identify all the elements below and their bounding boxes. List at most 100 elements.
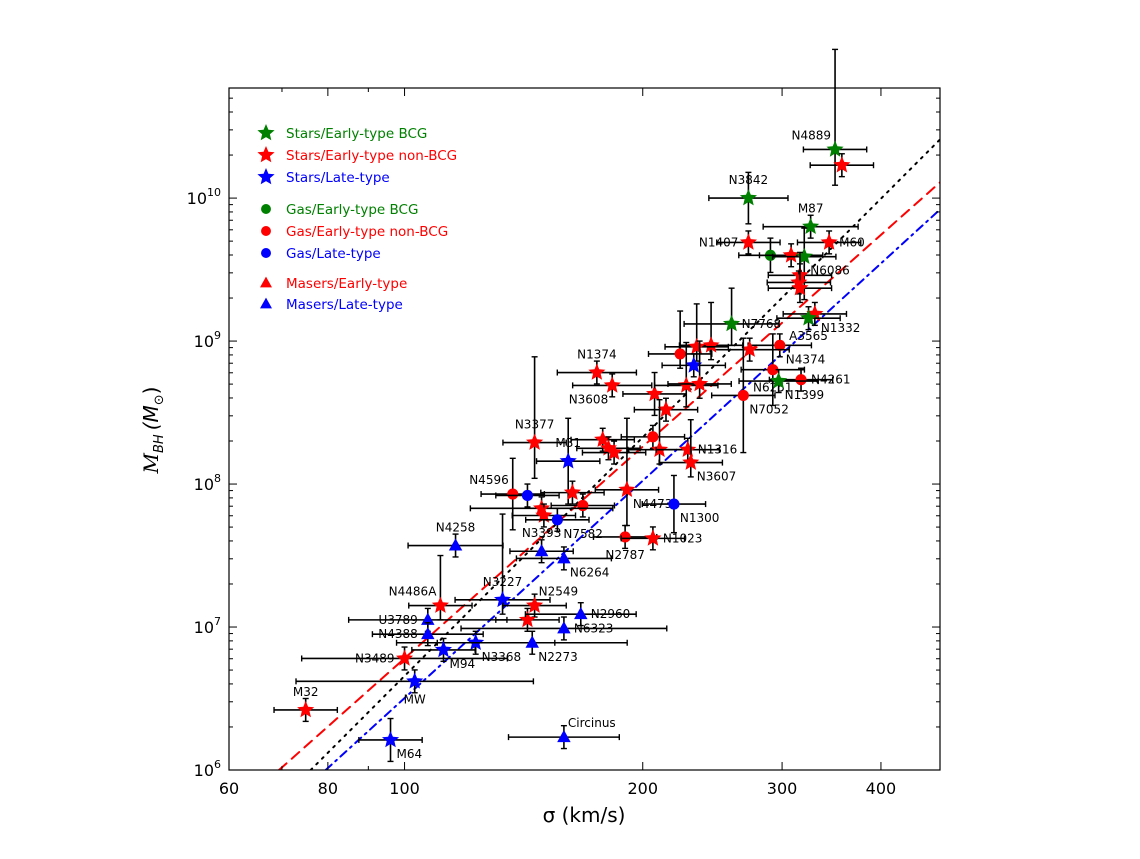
x-tick-label: 400 [866,779,897,798]
data-point [540,480,605,505]
y-axis-label: MBH (M⊙) [139,387,167,475]
data-point-n1300: N1300 [641,474,720,534]
x-tick-label: 80 [318,779,338,798]
data-point-a3565: A3565 [776,306,841,343]
data-point-n3607: N3607 [658,419,736,484]
legend-item: Stars/Early-type non-BCG [257,146,457,164]
data-point-n3393: N3393 [509,526,574,564]
data-point [620,424,686,450]
star-marker [691,375,709,392]
data-point [758,243,824,268]
data-point [633,397,699,422]
star-marker [382,731,400,748]
star-marker [396,649,414,666]
point-label: MW [404,692,426,706]
point-label: M32 [293,685,319,699]
point-label: N3608 [569,392,609,406]
triangle-marker [557,621,571,634]
circle-marker [619,531,631,543]
point-label: N1332 [821,321,861,335]
point-label: N4889 [792,128,832,142]
y-label-sun: ⊙ [152,394,167,405]
star-marker [820,233,838,250]
data-point [550,493,616,518]
data-point-n2960: N2960 [524,602,637,627]
data-point-n1316: N1316 [655,437,738,462]
data-point [661,353,727,378]
legend-label: Stars/Early-type BCG [286,126,427,142]
triangle-marker [557,729,571,743]
legend-triangle-icon [260,276,272,288]
star-marker [559,452,577,469]
circle-marker [674,348,686,360]
point-label: N4596 [469,473,509,487]
point-label: N7582 [563,527,603,541]
star-marker [467,633,485,650]
star-marker [646,385,664,402]
star-marker [535,506,553,523]
legend-circle-icon [261,204,271,214]
star-marker [741,340,759,357]
legend-circle-icon [261,226,271,236]
triangle-marker [448,538,463,551]
y-label-close: ) [139,387,163,395]
y-tick-label: 108 [194,472,221,494]
star-marker [297,700,315,718]
x-axis-label: σ (km/s) [543,803,626,827]
legend-item: Stars/Late-type [257,168,390,186]
legend-triangle-icon [260,297,272,309]
data-point-n3377: N3377 [502,356,567,480]
data-point-mw: MW [295,669,535,706]
data-point-n4486a: N4486A [389,554,473,621]
star-marker [563,483,581,500]
star-marker [739,189,757,206]
x-tick-label: 200 [627,779,658,798]
point-label: N6323 [574,621,614,635]
legend-item: Stars/Early-type BCG [257,124,427,142]
y-label-unit: (M [139,405,163,430]
legend-item: Gas/Early-type non-BCG [261,224,448,240]
data-point [511,503,577,528]
circle-marker [647,431,659,443]
data-point-circinus: Circinus [507,716,620,750]
circle-marker [521,489,534,502]
point-label: Circinus [568,716,616,730]
x-tick-label: 300 [767,779,798,798]
data-point-n7052: N7052 [710,337,789,454]
point-label: N1374 [577,348,617,362]
point-label: N3368 [482,650,522,664]
data-point-n1399: N1399 [738,368,824,402]
data-point-m32: M32 [273,685,339,723]
data-point [664,303,730,362]
svg-text:MBH(M⊙): MBH (M⊙) [139,387,167,475]
point-label: N4388 [378,627,418,641]
star-marker [618,480,636,497]
legend-label: Stars/Early-type non-BCG [286,148,457,164]
point-label: N4258 [436,521,476,535]
point-label: N1300 [680,511,720,525]
data-point [678,301,744,361]
legend-label: Masers/Late-type [286,297,403,313]
legend-item: Masers/Late-type [260,297,403,313]
data-point-n1023: N1023 [620,526,702,551]
star-marker [791,279,809,296]
y-tick-label: 1010 [187,186,221,208]
y-tick-label: 106 [194,758,221,780]
point-label: N6264 [570,565,610,579]
point-label: N2960 [591,607,631,621]
point-label: M60 [839,235,865,249]
circle-marker [668,498,680,510]
data-point-n4258: N4258 [407,521,504,558]
data-point-n2787: N2787 [592,524,658,562]
star-marker [603,376,621,393]
star-marker [434,640,452,658]
point-label: N4486A [389,585,438,599]
data-point [767,251,833,304]
point-label: N2549 [539,585,579,599]
circle-marker [577,499,589,512]
plot-frame [228,87,941,771]
point-label: N1316 [698,443,738,457]
star-marker [431,596,449,613]
data-point-u3789: U3789 [347,607,508,633]
data-point-n2549: N2549 [502,585,579,618]
